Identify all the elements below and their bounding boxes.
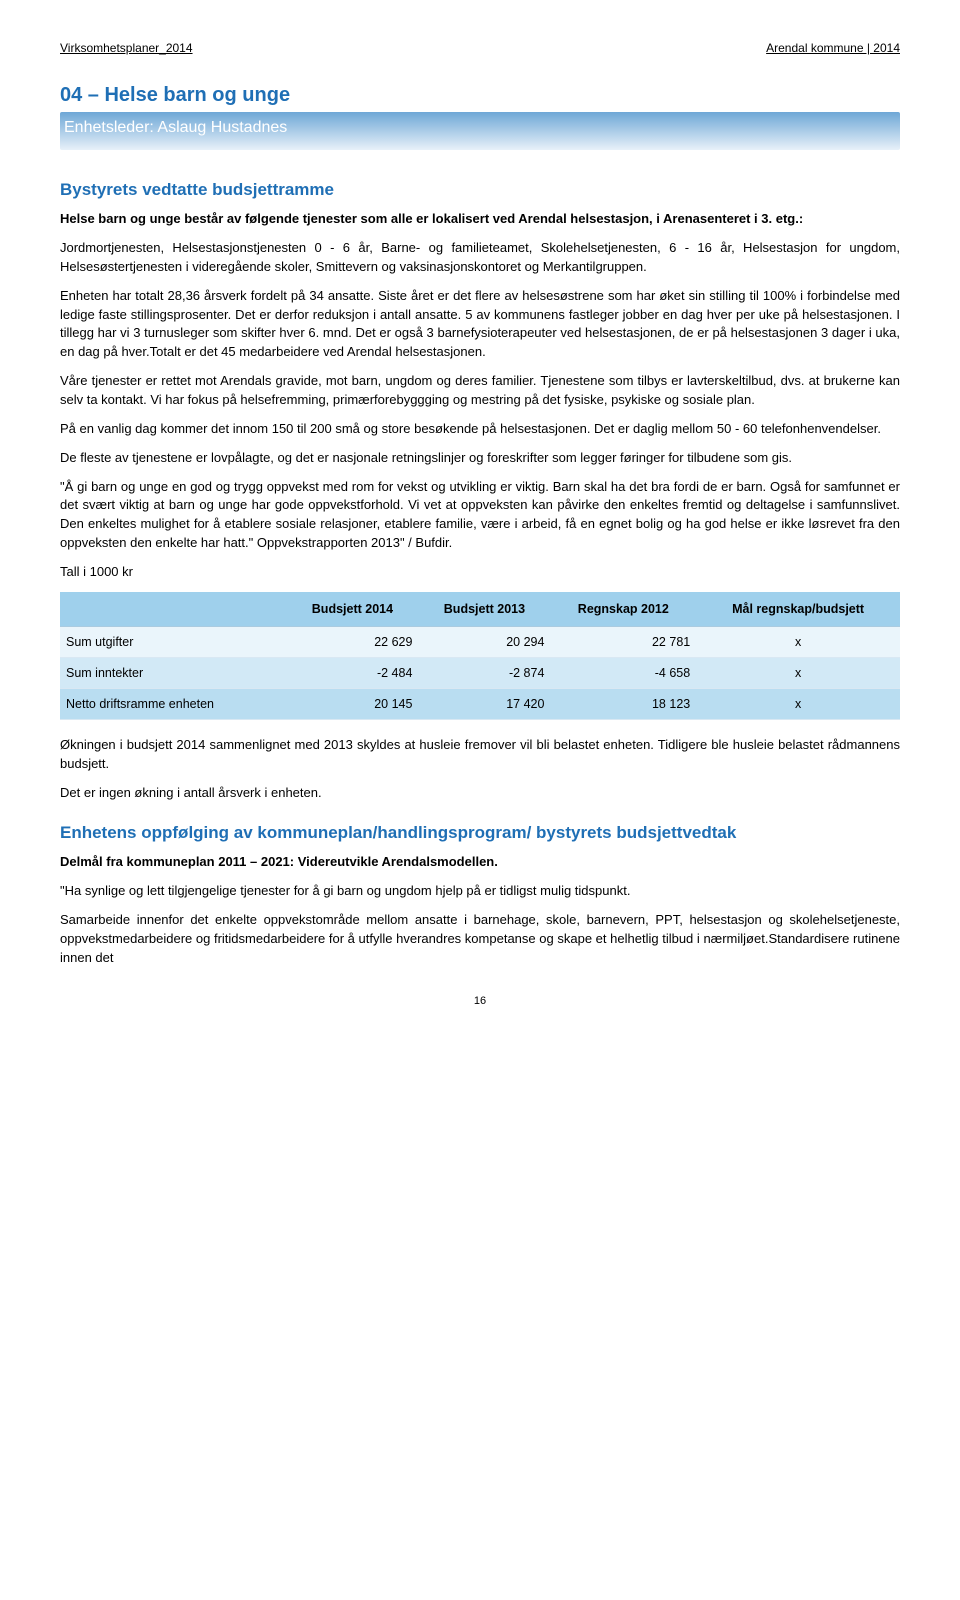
section-title: 04 – Helse barn og unge <box>60 81 900 110</box>
body-paragraph: Økningen i budsjett 2014 sammenlignet me… <box>60 736 900 774</box>
table-cell: -2 874 <box>418 657 550 688</box>
table-cell: 20 294 <box>418 626 550 657</box>
col-2014: Budsjett 2014 <box>286 592 418 627</box>
col-blank <box>60 592 286 627</box>
header-left: Virksomhetsplaner_2014 <box>60 40 193 57</box>
body-paragraph: Helse barn og unge består av følgende tj… <box>60 210 900 229</box>
table-cell: Sum utgifter <box>60 626 286 657</box>
table-cell: x <box>696 626 900 657</box>
body-paragraph: Enheten har totalt 28,36 årsverk fordelt… <box>60 287 900 362</box>
table-cell: 22 781 <box>550 626 696 657</box>
table-cell: 22 629 <box>286 626 418 657</box>
header-right: Arendal kommune | 2014 <box>766 40 900 57</box>
col-goal: Mål regnskap/budsjett <box>696 592 900 627</box>
body-paragraph: "Å gi barn og unge en god og trygg oppve… <box>60 478 900 553</box>
body-paragraph: Samarbeide innenfor det enkelte oppvekst… <box>60 911 900 968</box>
body-paragraph: "Ha synlige og lett tilgjengelige tjenes… <box>60 882 900 901</box>
heading-followup: Enhetens oppfølging av kommuneplan/handl… <box>60 821 900 846</box>
table-cell: -2 484 <box>286 657 418 688</box>
table-intro: Tall i 1000 kr <box>60 563 900 582</box>
table-row: Netto driftsramme enheten20 14517 42018 … <box>60 689 900 720</box>
col-2013: Budsjett 2013 <box>418 592 550 627</box>
page-header: Virksomhetsplaner_2014 Arendal kommune |… <box>60 40 900 57</box>
table-row: Sum inntekter-2 484-2 874-4 658x <box>60 657 900 688</box>
body-paragraph: De fleste av tjenestene er lovpålagte, o… <box>60 449 900 468</box>
table-cell: Netto driftsramme enheten <box>60 689 286 720</box>
body-paragraph: På en vanlig dag kommer det innom 150 ti… <box>60 420 900 439</box>
heading-budget-frame: Bystyrets vedtatte budsjettramme <box>60 178 900 203</box>
table-cell: x <box>696 657 900 688</box>
body-paragraph: Delmål fra kommuneplan 2011 – 2021: Vide… <box>60 853 900 872</box>
table-row: Sum utgifter22 62920 29422 781x <box>60 626 900 657</box>
body-paragraph: Våre tjenester er rettet mot Arendals gr… <box>60 372 900 410</box>
body-paragraph: Det er ingen økning i antall årsverk i e… <box>60 784 900 803</box>
budget-table: Budsjett 2014 Budsjett 2013 Regnskap 201… <box>60 592 900 721</box>
table-cell: Sum inntekter <box>60 657 286 688</box>
table-cell: -4 658 <box>550 657 696 688</box>
table-cell: 17 420 <box>418 689 550 720</box>
page-number: 16 <box>60 994 900 1010</box>
table-cell: x <box>696 689 900 720</box>
table-cell: 18 123 <box>550 689 696 720</box>
body-paragraph: Jordmortjenesten, Helsestasjonstjenesten… <box>60 239 900 277</box>
section-subtitle: Enhetsleder: Aslaug Hustadnes <box>60 112 900 149</box>
table-cell: 20 145 <box>286 689 418 720</box>
col-2012: Regnskap 2012 <box>550 592 696 627</box>
